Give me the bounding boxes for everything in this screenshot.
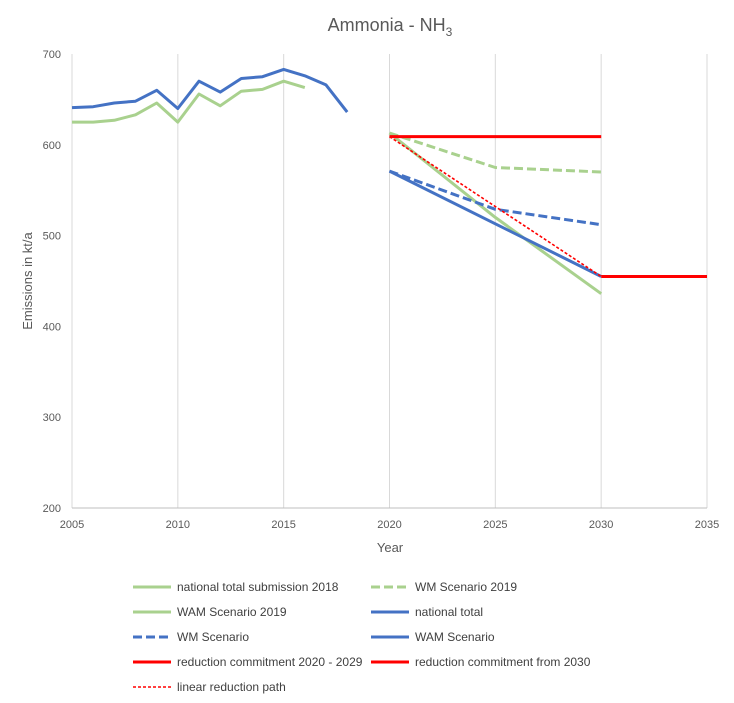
series-line-2 <box>389 131 602 174</box>
x-tick-label: 2030 <box>589 519 613 531</box>
y-tick-label: 200 <box>43 503 61 515</box>
x-tick-label: 2010 <box>166 519 190 531</box>
x-tick-label: 2020 <box>377 519 401 531</box>
series-line-6 <box>388 169 602 278</box>
chart-title-subscript: 3 <box>446 25 453 39</box>
series-line-1 <box>72 79 306 124</box>
series-line-4 <box>71 67 349 114</box>
y-tick-label: 600 <box>43 140 61 152</box>
x-tick-label: 2015 <box>271 519 295 531</box>
x-tick-label: 2035 <box>695 519 719 531</box>
series-line-3 <box>388 131 603 295</box>
y-tick-label: 300 <box>43 412 61 424</box>
series-line-5 <box>388 169 602 227</box>
chart-title: Ammonia - NH3 <box>328 15 453 39</box>
x-axis-label: Year <box>377 540 404 555</box>
y-tick-label: 500 <box>43 231 61 243</box>
grid <box>71 54 708 508</box>
y-tick-label: 400 <box>43 321 61 333</box>
y-axis-label: Emissions in kt/a <box>20 231 35 329</box>
series-line-9 <box>389 135 602 278</box>
y-tick-label: 700 <box>43 49 61 61</box>
series-group <box>71 67 707 295</box>
axes: 2005 2010 2015 2020 2025 2030 2035 200 300 400 500… <box>43 49 720 531</box>
x-tick-label: 2025 <box>483 519 507 531</box>
x-tick-label: 2005 <box>60 519 84 531</box>
